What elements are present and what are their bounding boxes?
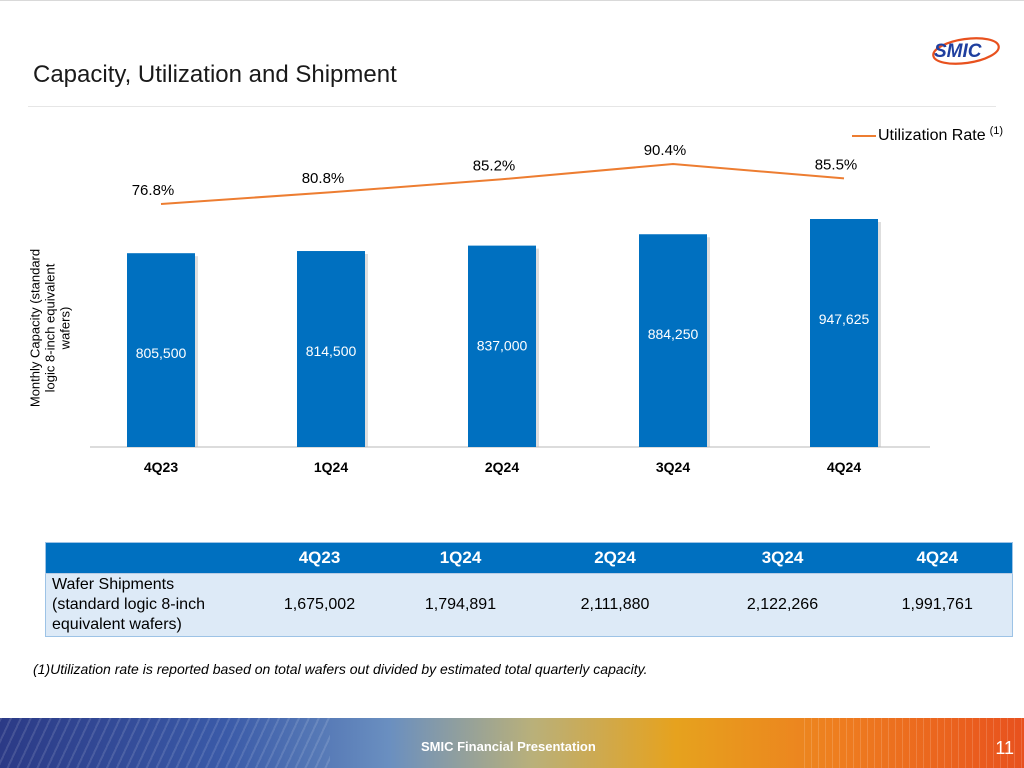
table-row: Wafer Shipments (standard logic 8-inch e… [45, 573, 1013, 637]
table-header-cell: 3Q24 [702, 542, 863, 574]
table-cell: 2,111,880 [527, 573, 703, 637]
x-tick-label: 1Q24 [314, 459, 348, 475]
table-cell: 2,122,266 [702, 573, 863, 637]
bar-data-label: 814,500 [306, 343, 357, 359]
chart-legend: Utilization Rate (1) [852, 125, 1003, 145]
page-number: 11 [995, 738, 1014, 758]
footer-texture-right [804, 718, 1024, 768]
logo-text: SMIC [934, 41, 982, 62]
bar-data-label: 805,500 [136, 345, 187, 361]
capacity-utilization-chart: 805,500 4Q23 814,500 1Q24 837,000 2Q24 884,250… [90, 142, 930, 475]
x-tick-label: 2Q24 [485, 459, 519, 475]
line-data-label: 80.8% [302, 170, 345, 187]
capacity-bar [639, 234, 707, 447]
top-rule [0, 0, 1024, 1]
legend-superscript: (1) [989, 125, 1004, 137]
line-data-label: 90.4% [644, 142, 687, 159]
capacity-bar [297, 251, 365, 447]
utilization-line [160, 162, 845, 205]
row-label: Wafer Shipments (standard logic 8-inch e… [45, 573, 246, 637]
legend-line-swatch [852, 134, 876, 137]
wafer-shipments-table: 4Q23 1Q24 2Q24 3Q24 4Q24 Wafer Shipments… [45, 542, 1013, 637]
footer-banner: SMIC Financial Presentation 11 [0, 718, 1024, 768]
table-cell: 1,794,891 [393, 573, 528, 637]
footnote: (1)Utilization rate is reported based on… [33, 661, 648, 677]
table-cell: 1,991,761 [862, 573, 1013, 637]
table-header-cell: 1Q24 [393, 542, 528, 574]
line-data-label: 76.8% [132, 182, 175, 199]
table-header-row: 4Q23 1Q24 2Q24 3Q24 4Q24 [45, 542, 1013, 574]
table-header-cell: 4Q23 [245, 542, 394, 574]
x-tick-label: 4Q23 [144, 459, 178, 475]
capacity-bar [468, 245, 536, 447]
line-data-label: 85.2% [473, 157, 516, 174]
legend-label: Utilization Rate [878, 127, 986, 144]
smic-logo: SMIC [930, 36, 1000, 66]
table-header-cell: 4Q24 [862, 542, 1013, 574]
page-title: Capacity, Utilization and Shipment [33, 61, 397, 88]
table-cell: 1,675,002 [245, 573, 394, 637]
bar-data-label: 837,000 [477, 338, 528, 354]
bar-data-label: 884,250 [648, 326, 699, 342]
table-header-cell: 2Q24 [527, 542, 703, 574]
table-header-cell [45, 542, 246, 574]
footer-texture-left [0, 718, 330, 768]
line-data-label: 85.5% [815, 156, 858, 173]
bar-data-label: 947,625 [819, 311, 870, 327]
capacity-bar [127, 253, 195, 447]
x-tick-label: 4Q24 [827, 459, 861, 475]
title-rule [28, 106, 996, 107]
capacity-bar [810, 219, 878, 447]
footer-text: SMIC Financial Presentation [421, 739, 596, 754]
x-tick-label: 3Q24 [656, 459, 690, 475]
